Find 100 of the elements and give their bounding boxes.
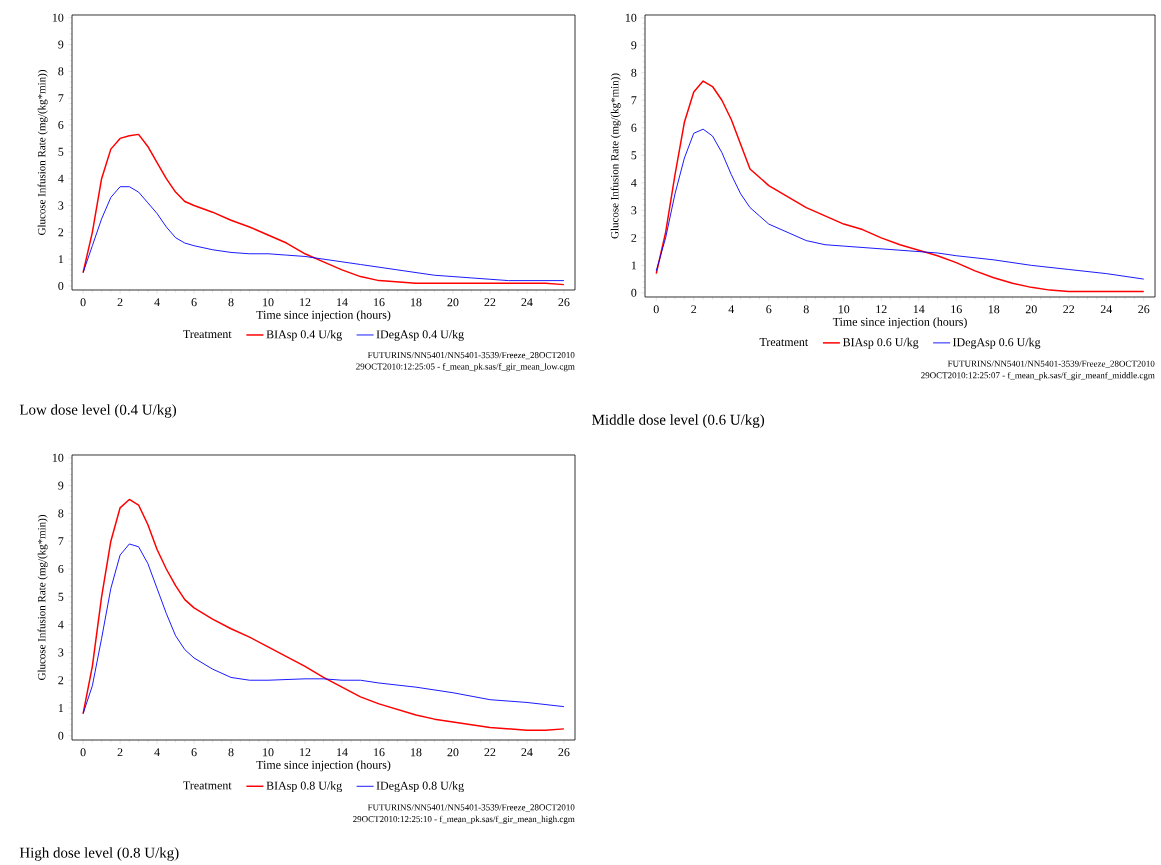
x-tick-label: 20: [1025, 305, 1037, 314]
y-tick-label: 9: [58, 481, 64, 490]
y-tick-label: 3: [631, 206, 637, 215]
y-tick-label: 4: [58, 174, 64, 183]
y-tick-label: 10: [52, 453, 64, 462]
x-tick-label: 24: [521, 298, 533, 307]
y-tick-label: 1: [58, 255, 64, 264]
text: 29OCT2010:12:25:05 - f_mean_pk.sas/f_gir_mean_low.cgm: [356, 363, 575, 372]
x-tick-label: 22: [1063, 305, 1075, 314]
x-tick-label: 12: [876, 305, 887, 314]
text: FUTURINS/NN5401/NN5401-3539/Freeze_28OCT2010: [367, 804, 575, 812]
y-tick-label: 4: [631, 178, 637, 187]
y-tick-label: 4: [58, 620, 64, 629]
y-tick-label: 7: [631, 96, 637, 105]
x-axis-title: Time since injection (hours): [256, 760, 391, 772]
line-series: [82, 543, 565, 715]
x-tick-label: 20: [447, 748, 459, 757]
legend-title: Treatment: [759, 338, 809, 347]
y-tick-label: 7: [58, 537, 64, 546]
y-tick-label: 5: [58, 592, 64, 601]
text: Middle dose level (0.6 U/kg): [592, 414, 765, 428]
x-tick-label: 24: [521, 748, 533, 757]
x-tick-label: 6: [766, 305, 772, 314]
x-tick-label: 0: [653, 305, 659, 314]
text: Low dose level (0.4 U/kg): [19, 404, 177, 418]
x-tick-label: 0: [80, 748, 86, 757]
y-tick-label: 2: [58, 228, 64, 237]
y-tick-label: 9: [58, 40, 64, 49]
y-tick-label: 0: [58, 731, 64, 740]
y-axis-title: Glucose Infusion Rate (mg/(kg*min)): [610, 73, 621, 239]
y-tick-label: 5: [58, 147, 64, 156]
x-tick-label: 24: [1100, 305, 1113, 314]
x-tick-label: 16: [374, 298, 385, 307]
x-tick-label: 22: [484, 748, 496, 757]
x-tick-label: 10: [263, 748, 274, 757]
x-tick-label: 14: [337, 298, 348, 307]
x-tick-label: 0: [80, 298, 86, 307]
text: FUTURINS/NN5401/NN5401-3539/Freeze_28OCT2010: [367, 352, 575, 360]
x-tick-label: 8: [803, 305, 809, 314]
x-tick-label: 14: [913, 305, 925, 314]
legend-label: IDegAsp 0.8 U/kg: [376, 781, 464, 793]
y-tick-label: 5: [631, 151, 637, 160]
y-tick-label: 0: [58, 281, 64, 290]
x-tick-label: 4: [154, 748, 160, 757]
y-tick-label: 6: [631, 123, 637, 132]
y-axis-title: Glucose Infusion Rate (mg/(kg*min)): [37, 70, 48, 235]
text: 29OCT2010:12:25:10 - f_mean_pk.sas/f_gir_mean_high.cgm: [353, 815, 575, 824]
x-tick-label: 18: [411, 748, 422, 757]
y-tick-label: 8: [58, 67, 64, 76]
x-axis-title: Time since injection (hours): [256, 310, 391, 322]
x-tick-label: 16: [951, 305, 962, 314]
y-tick-label: 1: [58, 704, 64, 712]
y-axis-title: Glucose Infusion Rate (mg/(kg*min)): [37, 515, 48, 680]
legend-title: Treatment: [183, 781, 232, 790]
x-tick-label: 14: [337, 748, 348, 757]
text: 29OCT2010:12:25:07 - f_mean_pk.sas/f_gir_meanf_middle.cgm: [921, 371, 1155, 381]
y-tick-label: 1: [631, 261, 637, 270]
x-tick-label: 20: [447, 298, 459, 307]
x-tick-label: 18: [411, 298, 422, 307]
x-tick-label: 12: [300, 748, 311, 757]
x-tick-label: 16: [374, 748, 385, 757]
y-tick-label: 3: [58, 201, 64, 210]
x-tick-label: 6: [191, 298, 197, 307]
legend-label: IDegAsp 0.6 U/kg: [953, 337, 1041, 349]
x-tick-label: 18: [988, 305, 1000, 314]
y-tick-label: 8: [631, 68, 637, 77]
y-tick-label: 2: [631, 233, 637, 242]
text: High dose level (0.8 U/kg): [19, 847, 179, 861]
y-tick-label: 6: [58, 120, 64, 129]
y-tick-label: 3: [58, 648, 64, 657]
x-tick-label: 22: [484, 298, 496, 307]
y-tick-label: 10: [625, 13, 637, 22]
legend-title: Treatment: [183, 330, 232, 339]
x-tick-label: 2: [117, 748, 123, 757]
x-tick-label: 10: [263, 298, 274, 307]
x-tick-label: 2: [117, 298, 123, 307]
x-tick-label: 6: [191, 748, 197, 757]
y-tick-label: 7: [58, 94, 64, 103]
y-tick-label: 6: [58, 564, 64, 574]
x-tick-label: 8: [228, 298, 234, 307]
x-axis-title: Time since injection (hours): [832, 317, 967, 329]
x-tick-label: 8: [228, 748, 234, 757]
x-tick-label: 10: [838, 305, 850, 314]
x-tick-label: 2: [691, 305, 697, 314]
x-tick-label: 4: [154, 298, 160, 307]
x-tick-label: 26: [558, 298, 570, 307]
legend-label: BIAsp 0.8 U/kg: [266, 781, 342, 793]
legend-label: BIAsp 0.4 U/kg: [266, 329, 342, 341]
x-tick-label: 4: [728, 305, 735, 314]
x-tick-label: 12: [300, 298, 311, 307]
y-tick-label: 9: [631, 41, 637, 50]
y-tick-label: 2: [58, 676, 64, 685]
y-tick-label: 8: [58, 509, 64, 518]
legend-label: BIAsp 0.6 U/kg: [842, 337, 919, 349]
legend-label: IDegAsp 0.4 U/kg: [376, 329, 464, 341]
x-tick-label: 26: [1138, 305, 1150, 314]
x-tick-label: 26: [558, 748, 570, 757]
text: FUTURINS/NN5401/NN5401-3539/Freeze_28OCT2010: [947, 360, 1155, 368]
y-tick-label: 10: [52, 13, 64, 22]
y-tick-label: 0: [631, 288, 637, 297]
